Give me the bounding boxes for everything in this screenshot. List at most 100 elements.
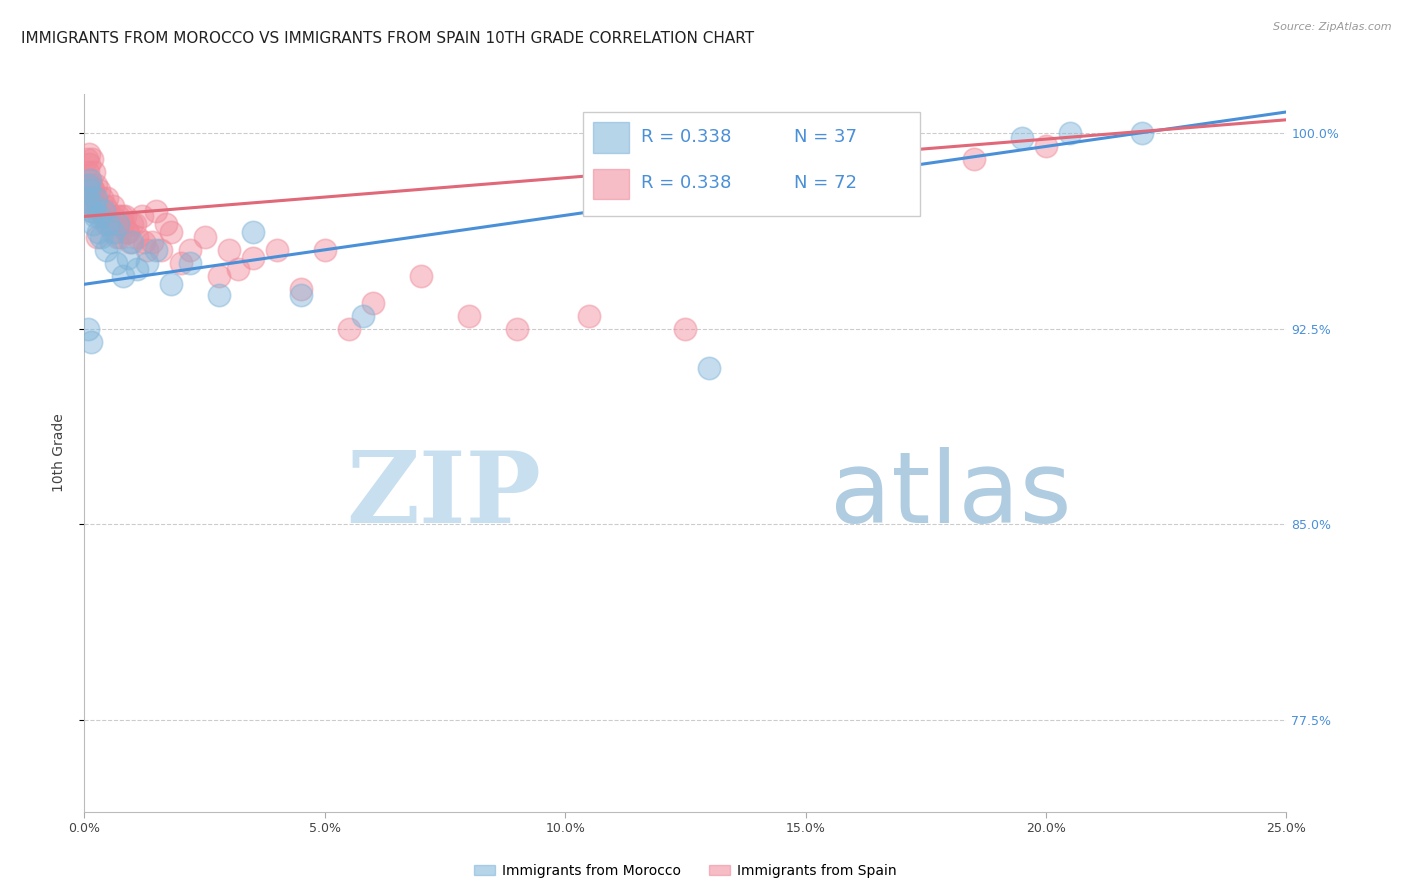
- Point: [87, 210, 110, 224]
- Point: [89, 204, 111, 219]
- Point: [208, 287, 231, 301]
- Point: [145, 204, 167, 219]
- Point: [77, 178, 100, 192]
- Point: [141, 235, 163, 250]
- Point: [79, 173, 101, 187]
- Text: IMMIGRANTS FROM MOROCCO VS IMMIGRANTS FROM SPAIN 10TH GRADE CORRELATION CHART: IMMIGRANTS FROM MOROCCO VS IMMIGRANTS FR…: [21, 31, 754, 46]
- Point: [97, 204, 120, 219]
- Point: [77, 178, 100, 192]
- Point: [842, 131, 865, 145]
- Text: N = 72: N = 72: [793, 175, 856, 193]
- Point: [77, 183, 100, 197]
- Point: [699, 360, 721, 375]
- Bar: [593, 122, 628, 153]
- Point: [76, 152, 98, 166]
- Point: [208, 269, 231, 284]
- Point: [124, 217, 146, 231]
- Point: [194, 230, 217, 244]
- Text: atlas: atlas: [830, 447, 1071, 544]
- Point: [242, 225, 264, 239]
- Legend: Immigrants from Morocco, Immigrants from Spain: Immigrants from Morocco, Immigrants from…: [468, 859, 903, 884]
- Point: [111, 217, 134, 231]
- Point: [115, 225, 138, 239]
- Point: [266, 244, 288, 258]
- Point: [82, 183, 104, 197]
- Point: [337, 321, 360, 335]
- Point: [76, 191, 98, 205]
- Point: [100, 235, 122, 250]
- Text: R = 0.338: R = 0.338: [641, 128, 731, 145]
- Point: [82, 183, 104, 197]
- Text: R = 0.338: R = 0.338: [641, 175, 731, 193]
- Point: [1011, 131, 1033, 145]
- Point: [80, 204, 103, 219]
- Point: [290, 283, 312, 297]
- Point: [91, 210, 114, 224]
- Point: [218, 244, 240, 258]
- Point: [675, 321, 697, 335]
- Point: [96, 191, 118, 205]
- Point: [94, 199, 117, 213]
- Point: [90, 191, 112, 205]
- Point: [1035, 139, 1057, 153]
- Point: [409, 269, 432, 284]
- Point: [87, 183, 110, 197]
- Point: [104, 225, 127, 239]
- Point: [79, 199, 101, 213]
- Point: [1059, 126, 1081, 140]
- Point: [160, 277, 183, 292]
- Y-axis label: 10th Grade: 10th Grade: [52, 413, 66, 492]
- Point: [963, 152, 986, 166]
- Point: [179, 256, 201, 270]
- Point: [103, 199, 125, 213]
- Point: [76, 165, 98, 179]
- Point: [79, 334, 101, 349]
- Point: [104, 256, 127, 270]
- Point: [127, 261, 149, 276]
- Point: [121, 235, 143, 250]
- Point: [80, 152, 103, 166]
- Point: [107, 217, 129, 231]
- Point: [118, 235, 141, 250]
- Point: [226, 261, 249, 276]
- Point: [86, 191, 108, 205]
- Point: [578, 309, 600, 323]
- Point: [80, 204, 103, 219]
- Point: [76, 321, 98, 335]
- Bar: [583, 112, 920, 216]
- Point: [179, 244, 201, 258]
- Point: [90, 230, 112, 244]
- Point: [131, 210, 153, 224]
- Point: [314, 244, 336, 258]
- Point: [77, 146, 100, 161]
- Point: [84, 210, 107, 224]
- Point: [135, 244, 157, 258]
- Point: [86, 178, 108, 192]
- Point: [290, 287, 312, 301]
- Point: [242, 251, 264, 265]
- Point: [770, 139, 793, 153]
- Point: [87, 225, 110, 239]
- Point: [1130, 126, 1153, 140]
- Point: [86, 230, 108, 244]
- Point: [103, 225, 125, 239]
- Point: [127, 230, 149, 244]
- Point: [150, 244, 173, 258]
- Point: [94, 244, 117, 258]
- Text: ZIP: ZIP: [346, 447, 541, 544]
- Point: [458, 309, 481, 323]
- Point: [121, 217, 143, 231]
- Point: [93, 210, 115, 224]
- Point: [80, 178, 103, 192]
- Bar: [593, 169, 628, 199]
- Point: [352, 309, 374, 323]
- Point: [93, 204, 115, 219]
- Point: [114, 210, 136, 224]
- Point: [135, 256, 157, 270]
- Point: [77, 157, 100, 171]
- Point: [160, 225, 183, 239]
- Point: [110, 230, 132, 244]
- Point: [82, 217, 104, 231]
- Point: [84, 191, 107, 205]
- Point: [84, 199, 107, 213]
